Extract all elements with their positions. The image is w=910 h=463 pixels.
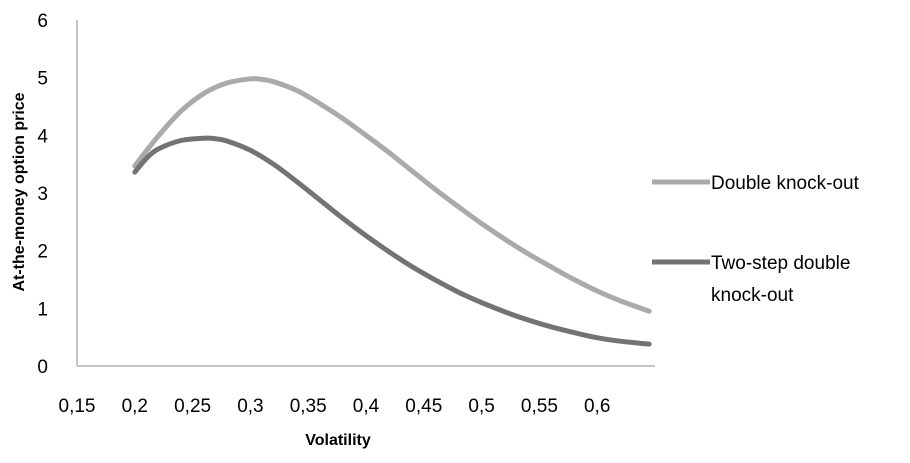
tick-labels: 0 1 2 3 4 5 6 0,15 0,2 0,25 0,3 0,35 0,4 0,45 0,5 0,55 0… [37,11,610,417]
x-tick-label: 0,35 [290,396,327,417]
y-tick-label: 6 [37,11,48,32]
x-tick-label: 0,55 [521,396,558,417]
x-axis-title: Volatility [305,432,371,449]
series-line-1 [132,76,652,314]
series-line-2 [132,135,652,347]
legend-label: knock-out [711,285,794,306]
axes [76,20,655,367]
y-tick-label: 4 [37,126,48,147]
series-layer [132,76,652,347]
y-tick-label: 2 [37,242,48,263]
y-tick-label: 3 [37,184,48,205]
x-tick-label: 0,2 [122,396,148,417]
legend-label: Two-step double [711,253,850,274]
x-tick-label: 0,45 [405,396,442,417]
y-tick-label: 0 [37,357,48,378]
x-tick-label: 0,6 [584,396,610,417]
x-tick-label: 0,15 [59,396,96,417]
x-tick-label: 0,25 [174,396,211,417]
x-tick-label: 0,5 [468,396,494,417]
x-tick-label: 0,4 [353,396,380,417]
y-tick-label: 1 [37,299,48,320]
y-tick-label: 5 [37,69,48,90]
legend: Double knock-out Two-step double knock-out [652,173,860,306]
y-axis-title: At-the-money option price [11,92,28,291]
legend-label: Double knock-out [711,173,860,194]
x-tick-label: 0,3 [237,396,263,417]
